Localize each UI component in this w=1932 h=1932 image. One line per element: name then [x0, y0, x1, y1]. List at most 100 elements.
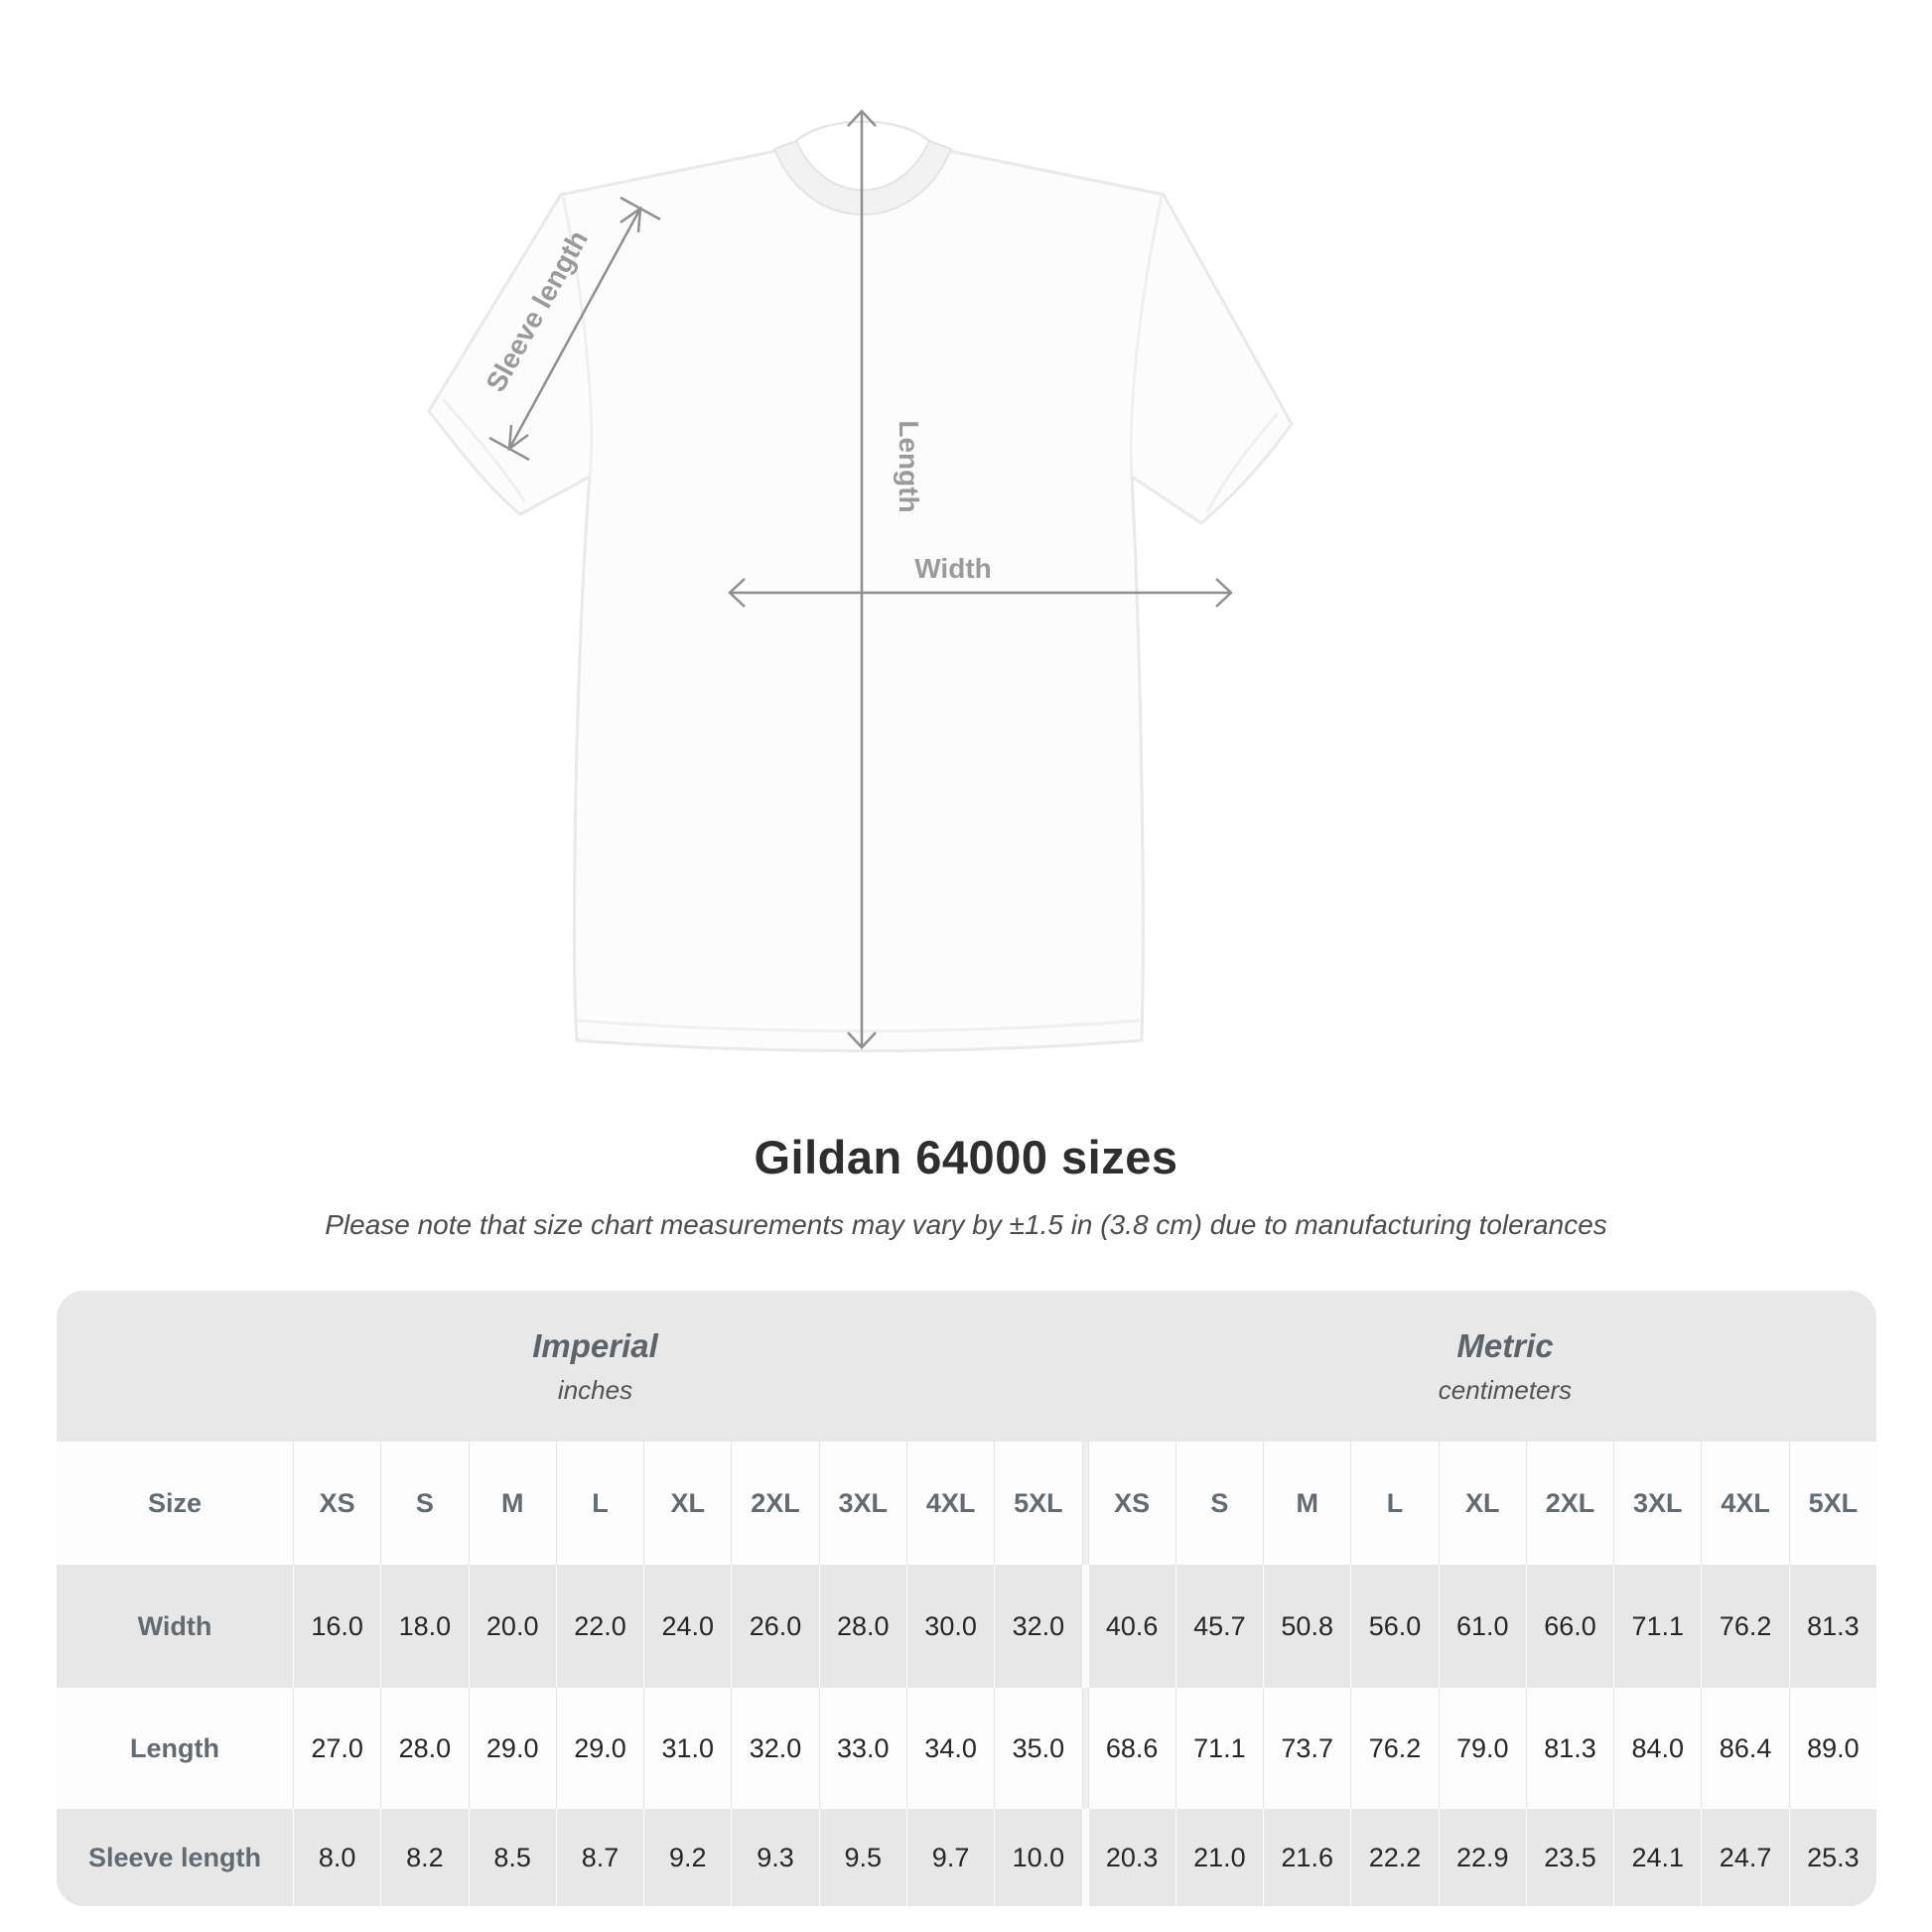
size-header: XS: [1087, 1442, 1175, 1565]
value-cell: 9.3: [731, 1809, 818, 1906]
size-header: L: [555, 1442, 643, 1565]
size-header: 3XL: [1613, 1442, 1701, 1565]
value-cell: 40.6: [1087, 1565, 1175, 1688]
size-table: Imperial inches Metric centimeters Size …: [57, 1291, 1876, 1906]
table-row-length: Length 27.0 28.0 29.0 29.0 31.0 32.0 33.…: [57, 1688, 1876, 1809]
value-cell: 8.7: [555, 1809, 643, 1906]
metric-unit: centimeters: [1438, 1374, 1573, 1405]
value-cell: 28.0: [818, 1565, 906, 1688]
value-cell: 32.0: [731, 1688, 818, 1809]
table-row-sleeve-length: Sleeve length 8.0 8.2 8.5 8.7 9.2 9.3 9.…: [57, 1809, 1876, 1906]
value-cell: 9.5: [818, 1809, 906, 1906]
table-row-width: Width 16.0 18.0 20.0 22.0 24.0 26.0 28.0…: [57, 1565, 1876, 1688]
value-cell: 29.0: [555, 1688, 643, 1809]
sleeve-length-arrow: [488, 196, 661, 462]
value-cell: 9.7: [905, 1809, 994, 1906]
value-cell: 8.2: [380, 1809, 468, 1906]
value-cell: 71.1: [1613, 1565, 1701, 1688]
value-cell: 33.0: [818, 1688, 906, 1809]
value-cell: 23.5: [1525, 1809, 1613, 1906]
length-arrow: [847, 109, 877, 1049]
section-divider: [1081, 1688, 1088, 1809]
imperial-unit: inches: [557, 1374, 633, 1405]
tshirt-illustration: [427, 120, 1294, 1052]
width-label: Width: [914, 553, 992, 584]
section-divider: [1081, 1809, 1088, 1906]
imperial-label: Imperial: [532, 1326, 658, 1364]
size-header: 2XL: [731, 1442, 818, 1565]
value-cell: 29.0: [468, 1688, 556, 1809]
row-label: Sleeve length: [87, 1842, 262, 1872]
size-header: XL: [643, 1442, 731, 1565]
value-cell: 18.0: [380, 1565, 468, 1688]
size-header: S: [380, 1442, 468, 1565]
value-cell: 27.0: [293, 1688, 380, 1809]
value-cell: 30.0: [905, 1565, 994, 1688]
size-header: S: [1174, 1442, 1263, 1565]
value-cell: 45.7: [1174, 1565, 1263, 1688]
size-column-header: Size: [147, 1487, 203, 1518]
tolerance-note: Please note that size chart measurements…: [325, 1209, 1607, 1240]
value-cell: 21.6: [1263, 1809, 1350, 1906]
metric-label: Metric: [1456, 1326, 1554, 1364]
value-cell: 16.0: [293, 1565, 380, 1688]
size-header: 5XL: [994, 1442, 1081, 1565]
value-cell: 76.2: [1350, 1688, 1438, 1809]
value-cell: 68.6: [1087, 1688, 1175, 1809]
value-cell: 61.0: [1438, 1565, 1526, 1688]
value-cell: 22.0: [555, 1565, 643, 1688]
value-cell: 81.3: [1788, 1565, 1876, 1688]
value-cell: 28.0: [380, 1688, 468, 1809]
size-header: M: [468, 1442, 556, 1565]
page-title: Gildan 64000 sizes: [754, 1131, 1178, 1183]
size-header: 4XL: [1701, 1442, 1788, 1565]
size-header: 2XL: [1525, 1442, 1613, 1565]
value-cell: 24.7: [1701, 1809, 1788, 1906]
value-cell: 21.0: [1174, 1809, 1263, 1906]
size-header: 4XL: [905, 1442, 994, 1565]
size-header: XL: [1438, 1442, 1526, 1565]
value-cell: 86.4: [1701, 1688, 1788, 1809]
value-cell: 8.5: [468, 1809, 556, 1906]
value-cell: 32.0: [994, 1565, 1081, 1688]
tshirt-diagram: Sleeve length Length Width: [427, 109, 1294, 1052]
value-cell: 20.3: [1087, 1809, 1175, 1906]
measurement-lines: [488, 109, 1233, 1049]
imperial-group-header: Imperial inches: [57, 1291, 1134, 1442]
value-cell: 22.9: [1438, 1809, 1526, 1906]
value-cell: 31.0: [643, 1688, 731, 1809]
value-cell: 8.0: [293, 1809, 380, 1906]
section-divider: [1081, 1565, 1088, 1688]
length-label: Length: [894, 420, 924, 512]
size-header-row: Size XS S M L XL 2XL 3XL 4XL 5XL XS S M …: [57, 1442, 1876, 1565]
value-cell: 34.0: [905, 1688, 994, 1809]
value-cell: 71.1: [1174, 1688, 1263, 1809]
value-cell: 73.7: [1263, 1688, 1350, 1809]
value-cell: 26.0: [731, 1565, 818, 1688]
width-arrow: [728, 578, 1233, 608]
size-header: 5XL: [1788, 1442, 1876, 1565]
value-cell: 76.2: [1701, 1565, 1788, 1688]
value-cell: 81.3: [1525, 1688, 1613, 1809]
section-divider: [1081, 1442, 1088, 1565]
value-cell: 56.0: [1350, 1565, 1438, 1688]
value-cell: 20.0: [468, 1565, 556, 1688]
unit-group-row: Imperial inches Metric centimeters: [57, 1291, 1876, 1442]
value-cell: 79.0: [1438, 1688, 1526, 1809]
size-header: 3XL: [818, 1442, 906, 1565]
value-cell: 9.2: [643, 1809, 731, 1906]
value-cell: 84.0: [1613, 1688, 1701, 1809]
value-cell: 10.0: [994, 1809, 1081, 1906]
metric-group-header: Metric centimeters: [1134, 1291, 1876, 1442]
row-label: Length: [130, 1732, 219, 1763]
value-cell: 35.0: [994, 1688, 1081, 1809]
value-cell: 50.8: [1263, 1565, 1350, 1688]
value-cell: 66.0: [1525, 1565, 1613, 1688]
value-cell: 25.3: [1788, 1809, 1876, 1906]
size-header: M: [1263, 1442, 1350, 1565]
size-header: XS: [293, 1442, 380, 1565]
row-label: Width: [137, 1610, 212, 1641]
value-cell: 24.1: [1613, 1809, 1701, 1906]
size-header: L: [1350, 1442, 1438, 1565]
